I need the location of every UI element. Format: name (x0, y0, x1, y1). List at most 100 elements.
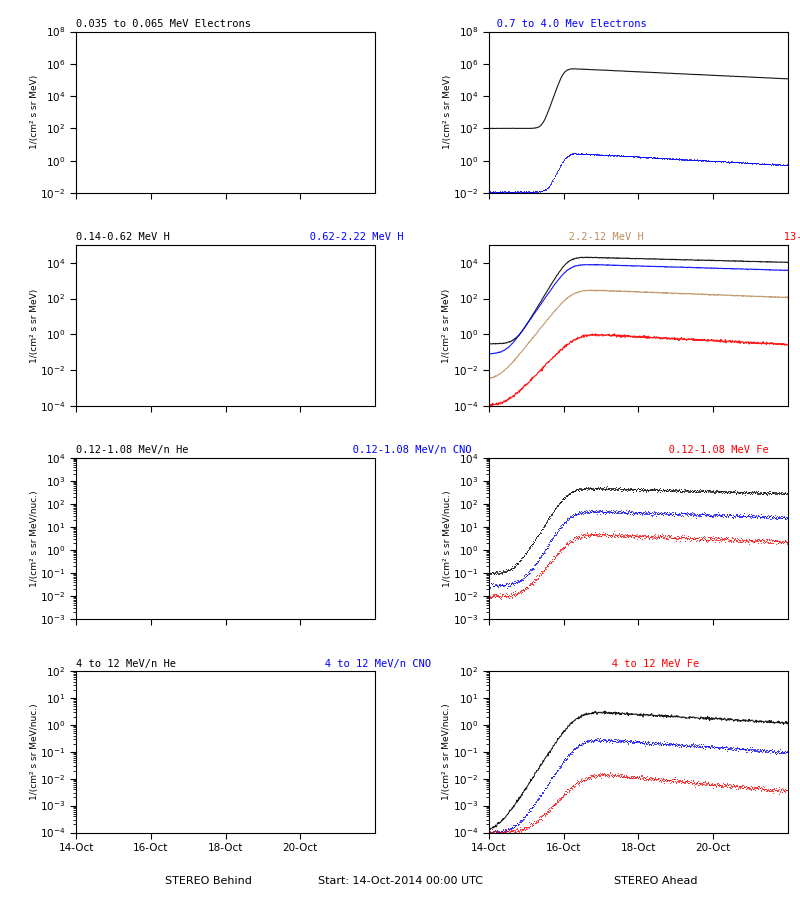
Point (744, 781, 757, 796)
Point (712, 530, 725, 544)
Point (576, 482, 589, 496)
Point (637, 483, 650, 498)
Point (519, 569, 532, 583)
Point (486, 565, 498, 580)
Point (660, 482, 673, 497)
Point (769, 487, 782, 501)
Point (533, 788, 546, 803)
Point (622, 770, 635, 784)
Point (723, 534, 736, 548)
Point (562, 148, 574, 163)
Point (644, 150, 657, 165)
Point (706, 484, 718, 499)
Point (509, 575, 522, 590)
Point (668, 771, 681, 786)
Point (740, 156, 753, 170)
Point (736, 156, 749, 170)
Point (624, 528, 637, 543)
Point (743, 508, 756, 523)
Point (506, 559, 519, 573)
Point (552, 499, 565, 513)
Point (774, 745, 787, 760)
Point (504, 825, 517, 840)
Point (763, 532, 776, 546)
Point (505, 824, 518, 839)
Point (781, 511, 794, 526)
Point (494, 825, 506, 840)
Point (518, 812, 530, 826)
Point (664, 507, 677, 521)
Point (666, 530, 679, 544)
Point (540, 514, 553, 528)
Point (727, 155, 740, 169)
Point (550, 500, 562, 515)
Point (630, 148, 642, 163)
Point (638, 505, 650, 519)
Point (660, 773, 673, 788)
Point (685, 533, 698, 547)
Point (756, 157, 769, 171)
Point (536, 522, 549, 536)
Point (746, 782, 759, 796)
Point (637, 507, 650, 521)
Point (646, 771, 658, 786)
Point (666, 152, 679, 166)
Point (660, 735, 673, 750)
Point (565, 744, 578, 759)
Point (700, 739, 713, 753)
Point (494, 578, 507, 592)
Point (490, 566, 503, 580)
Point (632, 529, 645, 544)
Point (630, 770, 643, 784)
Point (525, 817, 538, 832)
Point (581, 482, 594, 497)
Point (523, 184, 536, 199)
Point (635, 770, 648, 784)
Point (710, 508, 723, 522)
Point (596, 733, 609, 747)
Point (578, 529, 590, 544)
Point (647, 508, 660, 522)
Point (766, 743, 778, 758)
Point (670, 151, 683, 166)
Point (712, 508, 725, 522)
Point (572, 147, 585, 161)
Point (529, 557, 542, 572)
Point (602, 770, 614, 784)
Point (710, 507, 722, 521)
Point (561, 489, 574, 503)
Point (575, 530, 588, 544)
Point (611, 768, 624, 782)
Point (752, 508, 765, 523)
Point (652, 528, 665, 543)
Point (754, 157, 767, 171)
Point (756, 510, 769, 525)
Point (647, 483, 660, 498)
Point (570, 482, 582, 497)
Point (525, 562, 538, 577)
Point (682, 776, 695, 790)
Point (743, 533, 756, 547)
Point (639, 734, 652, 749)
Point (586, 505, 599, 519)
Point (746, 779, 759, 794)
Point (730, 155, 743, 169)
Point (736, 741, 749, 755)
Point (762, 533, 775, 547)
Point (514, 584, 526, 598)
Point (765, 783, 778, 797)
Point (635, 769, 648, 783)
Point (706, 533, 718, 547)
Point (716, 740, 729, 754)
Point (491, 563, 504, 578)
Point (762, 745, 774, 760)
Point (685, 484, 698, 499)
Point (757, 157, 770, 171)
Point (727, 483, 740, 498)
Point (566, 508, 578, 522)
Point (697, 533, 710, 547)
Point (591, 504, 604, 518)
Point (518, 580, 531, 595)
Point (513, 586, 526, 600)
Point (742, 507, 755, 521)
